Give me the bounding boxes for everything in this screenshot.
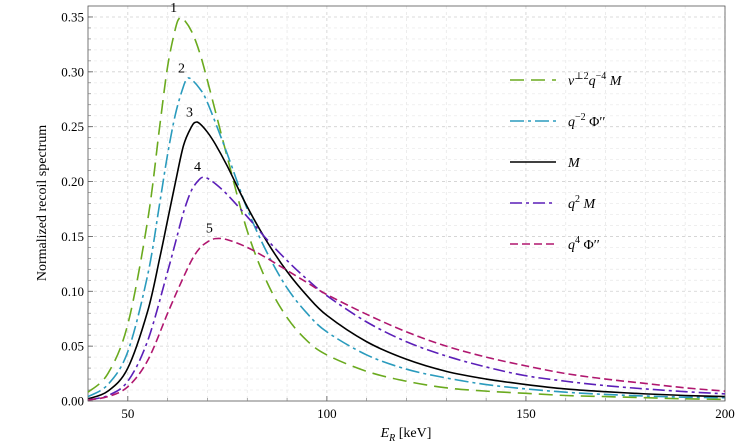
y-tick-label: 0.25: [61, 119, 84, 134]
legend-label: q4 Φ′′: [568, 235, 600, 253]
peak-number-label: 4: [194, 160, 201, 175]
x-axis-label: ER [keV]: [380, 426, 432, 444]
grid-lines: [88, 6, 726, 401]
x-axis-label-unit: [keV]: [395, 426, 431, 441]
x-tick-label: 150: [516, 406, 536, 421]
peak-labels: 1 2 3 4 5: [170, 1, 213, 237]
y-tick-label: 0.00: [61, 394, 84, 409]
series-curve-2: [87, 77, 726, 399]
legend-label: v⊥2q−4 M: [568, 71, 623, 89]
y-tick-label: 0.35: [61, 9, 84, 24]
x-axis-ticks: 50 100 150 200: [87, 396, 735, 421]
curves-group: [87, 16, 726, 401]
series-curve-4: [87, 176, 726, 401]
peak-number-label: 2: [178, 61, 185, 76]
x-axis-label-main: E: [380, 426, 390, 441]
legend-label: M: [567, 156, 581, 171]
y-tick-label: 0.20: [61, 174, 84, 189]
peak-number-label: 1: [170, 1, 177, 16]
legend-label: q−2 Φ′′: [568, 112, 606, 130]
peak-number-label: 3: [186, 105, 193, 120]
y-tick-label: 0.05: [61, 339, 84, 354]
series-curve-3: [87, 121, 726, 400]
y-tick-label: 0.15: [61, 229, 84, 244]
y-axis-label: Normalized recoil spectrum: [35, 125, 50, 281]
y-tick-label: 0.10: [61, 284, 84, 299]
legend-label: q2 M: [568, 194, 597, 212]
x-tick-label: 200: [715, 406, 735, 421]
x-axis-label-sub: R: [388, 433, 395, 444]
series-curve-5: [87, 237, 726, 401]
x-tick-label: 100: [317, 406, 337, 421]
x-tick-label: 50: [121, 406, 134, 421]
y-axis-ticks: 0.00 0.05 0.10 0.15 0.20 0.25 0.30 0.35: [61, 9, 93, 409]
y-tick-label: 0.30: [61, 64, 84, 79]
peak-number-label: 5: [206, 222, 213, 237]
legend: v⊥2q−4 M q−2 Φ′′ Mq2 M q4 Φ′′: [510, 71, 623, 253]
series-curve-1: [87, 16, 726, 401]
